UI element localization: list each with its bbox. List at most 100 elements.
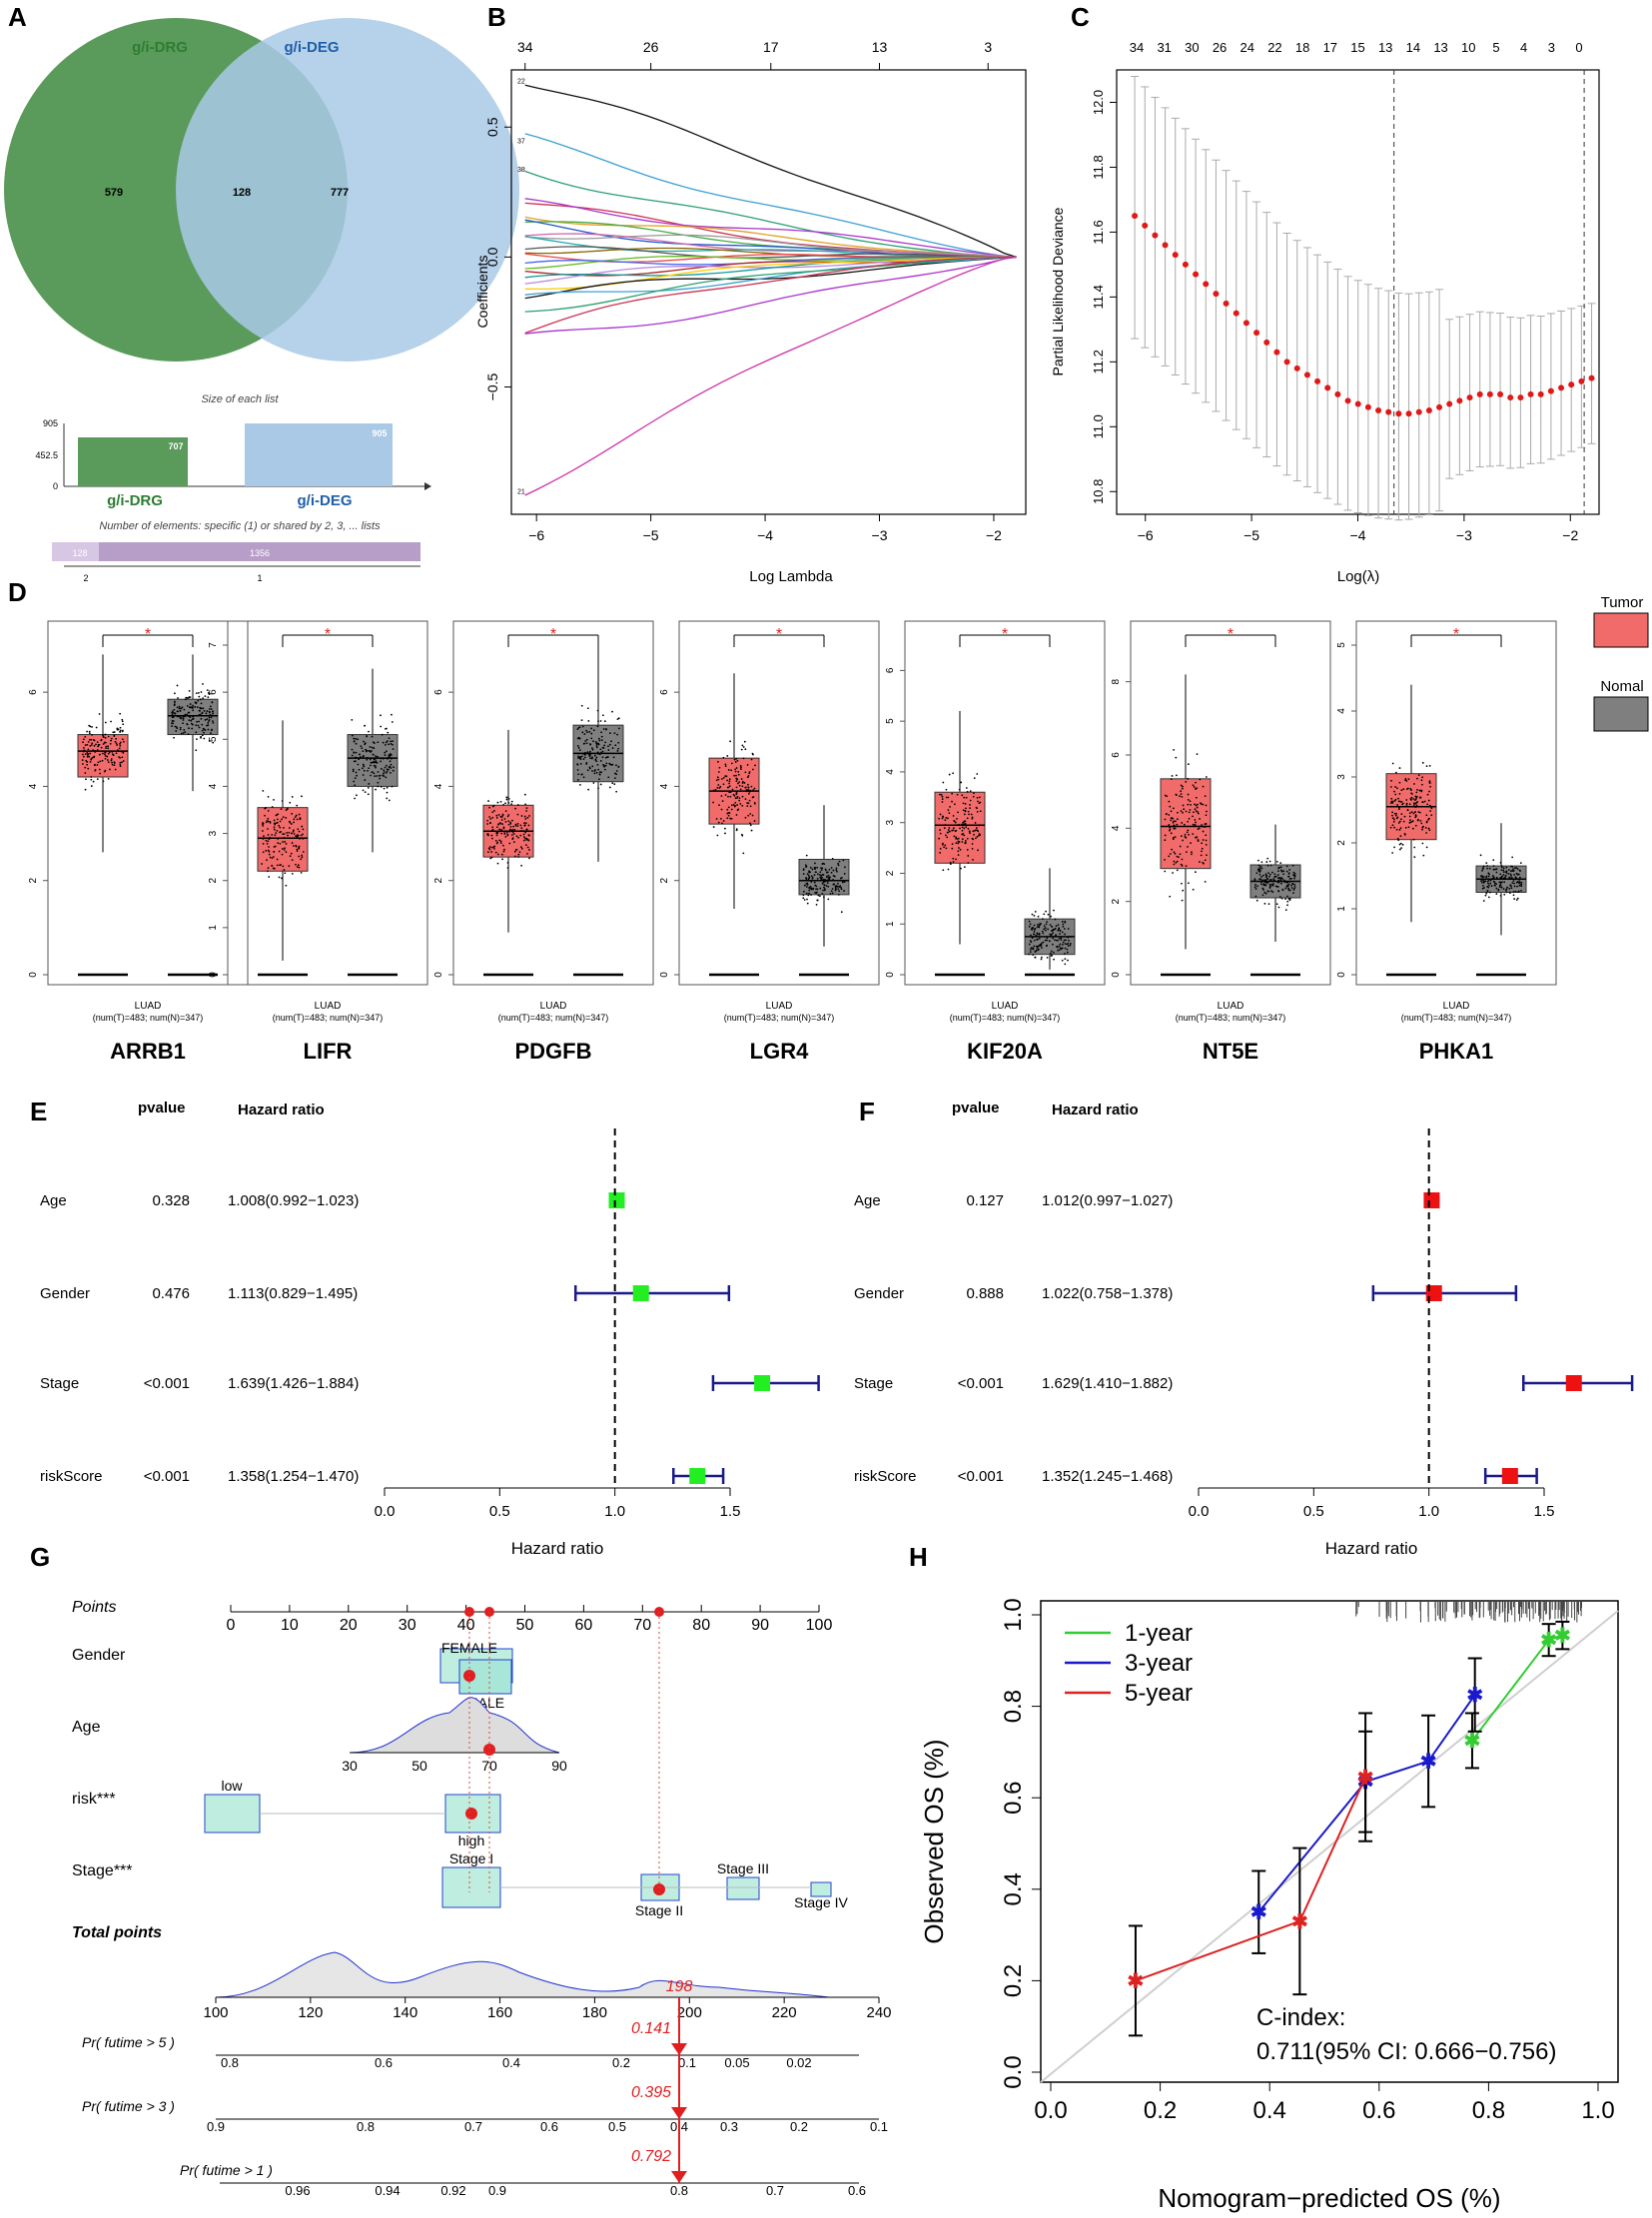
data-point [385, 771, 388, 774]
data-point [1499, 861, 1502, 864]
data-point [729, 795, 732, 798]
deviance-point [1213, 291, 1220, 298]
data-point [353, 751, 356, 754]
data-point [507, 814, 510, 816]
data-point [840, 911, 843, 914]
data-point [1173, 827, 1176, 830]
panel-label-d: D [8, 577, 27, 607]
data-point [585, 729, 587, 732]
data-point: ✱ [1540, 1630, 1557, 1652]
data-point [367, 793, 370, 796]
data-point [489, 821, 492, 824]
data-point [1044, 939, 1047, 942]
data-point [718, 787, 721, 789]
data-point [1057, 924, 1060, 927]
data-point [746, 764, 749, 766]
y-tick-label: −0.5 [484, 372, 500, 400]
data-point [1415, 791, 1418, 794]
data-point [1416, 777, 1418, 780]
data-point [1064, 947, 1067, 950]
data-point [590, 727, 592, 730]
data-point [964, 840, 967, 842]
data-point [1272, 879, 1275, 882]
data-point [501, 813, 504, 816]
data-point [110, 739, 112, 742]
data-point [1255, 872, 1258, 875]
data-point [738, 797, 741, 800]
data-point [1053, 909, 1055, 912]
data-point [736, 759, 739, 762]
data-point [717, 771, 720, 773]
data-point [1272, 878, 1275, 880]
data-point [263, 835, 265, 838]
data-point [203, 728, 206, 731]
data-point [736, 797, 738, 799]
data-point [503, 831, 506, 833]
risk-level: low [221, 1778, 243, 1794]
data-point [362, 774, 365, 776]
pr-tick: 0.05 [724, 2055, 749, 2070]
data-point [1064, 963, 1067, 966]
data-point [1028, 953, 1031, 956]
data-point [267, 840, 270, 843]
data-point [602, 728, 605, 730]
data-point [604, 756, 607, 759]
data-point [1511, 856, 1514, 859]
risk-box [204, 1794, 261, 1834]
data-point [488, 816, 491, 818]
data-point [1195, 871, 1197, 874]
data-point [280, 808, 283, 811]
data-point [600, 739, 603, 742]
data-point [1166, 795, 1169, 798]
data-point [1398, 806, 1400, 809]
data-point [182, 719, 185, 721]
data-point [1490, 885, 1493, 888]
data-point: ✱ [1420, 1752, 1437, 1774]
data-point [967, 855, 970, 857]
series-line-5-year [1135, 1777, 1367, 1982]
data-point [388, 755, 391, 758]
data-point [744, 748, 747, 751]
top-tick-label: 13 [872, 39, 888, 55]
y-tick-label: 1 [1336, 906, 1347, 912]
data-point [284, 847, 286, 850]
data-point [1202, 803, 1205, 806]
data-point [1261, 894, 1264, 897]
data-point [724, 765, 727, 768]
boxplot-frame [452, 620, 654, 986]
pr-tick: 0.92 [440, 2183, 465, 2198]
data-point [1165, 813, 1168, 816]
data-point [380, 725, 383, 728]
data-point [495, 826, 498, 829]
y-tick-label: 4 [1111, 825, 1122, 831]
data-point [119, 765, 122, 768]
data-point [1173, 824, 1176, 827]
data-point [301, 854, 304, 857]
data-point [1174, 852, 1177, 855]
data-point [1282, 870, 1285, 873]
deviance-point [1486, 390, 1493, 397]
data-point [1263, 880, 1266, 883]
data-point [945, 834, 947, 837]
data-point [497, 814, 500, 816]
data-point [383, 772, 385, 775]
data-point [1430, 807, 1433, 810]
data-point [1485, 892, 1488, 895]
data-point [488, 846, 491, 848]
data-point [195, 731, 198, 734]
data-point [964, 802, 967, 805]
data-point [1293, 874, 1296, 877]
data-point [608, 732, 611, 735]
age-density [349, 1697, 560, 1754]
row-pvalue: <0.001 [958, 1468, 1004, 1485]
data-point [90, 785, 93, 787]
data-point [366, 758, 369, 761]
data-point [514, 823, 517, 826]
elements-shared-value: 128 [72, 548, 87, 558]
deviance-point [1456, 397, 1463, 404]
data-point [204, 718, 207, 721]
data-point [1408, 812, 1411, 815]
data-point [598, 753, 601, 756]
x-tick-label: 0.8 [1472, 2097, 1505, 2124]
data-point [1398, 829, 1401, 831]
